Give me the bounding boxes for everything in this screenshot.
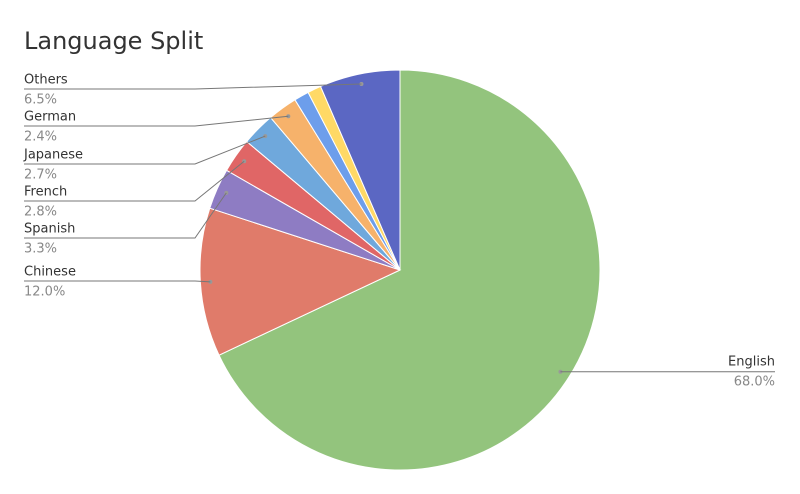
leader-line bbox=[24, 160, 245, 202]
leader-line bbox=[24, 135, 266, 165]
leader-line bbox=[24, 115, 289, 127]
slice-value-label: 68.0% bbox=[734, 374, 775, 389]
chart-title: Language Split bbox=[24, 27, 203, 55]
slice-value-label: 3.3% bbox=[24, 242, 57, 257]
slice-label: Others bbox=[24, 73, 68, 88]
slice-value-label: 2.7% bbox=[24, 168, 57, 183]
pie-slice bbox=[199, 207, 402, 356]
slice-value-label: 12.0% bbox=[24, 285, 65, 300]
slice-label: German bbox=[24, 110, 76, 125]
slice-value-label: 2.4% bbox=[24, 130, 57, 145]
slice-label: Chinese bbox=[24, 265, 76, 280]
pie-slice bbox=[218, 69, 601, 471]
leader-line bbox=[24, 280, 211, 283]
slice-value-label: 2.8% bbox=[24, 205, 57, 220]
slice-label: French bbox=[24, 185, 67, 200]
slice-value-label: 6.5% bbox=[24, 93, 57, 108]
leader-line bbox=[24, 192, 227, 239]
slice-label: English bbox=[728, 354, 775, 369]
pie-slice bbox=[319, 69, 401, 271]
slice-label: Japanese bbox=[23, 148, 83, 163]
slice-label: Spanish bbox=[24, 222, 75, 237]
leader-line bbox=[24, 83, 362, 90]
